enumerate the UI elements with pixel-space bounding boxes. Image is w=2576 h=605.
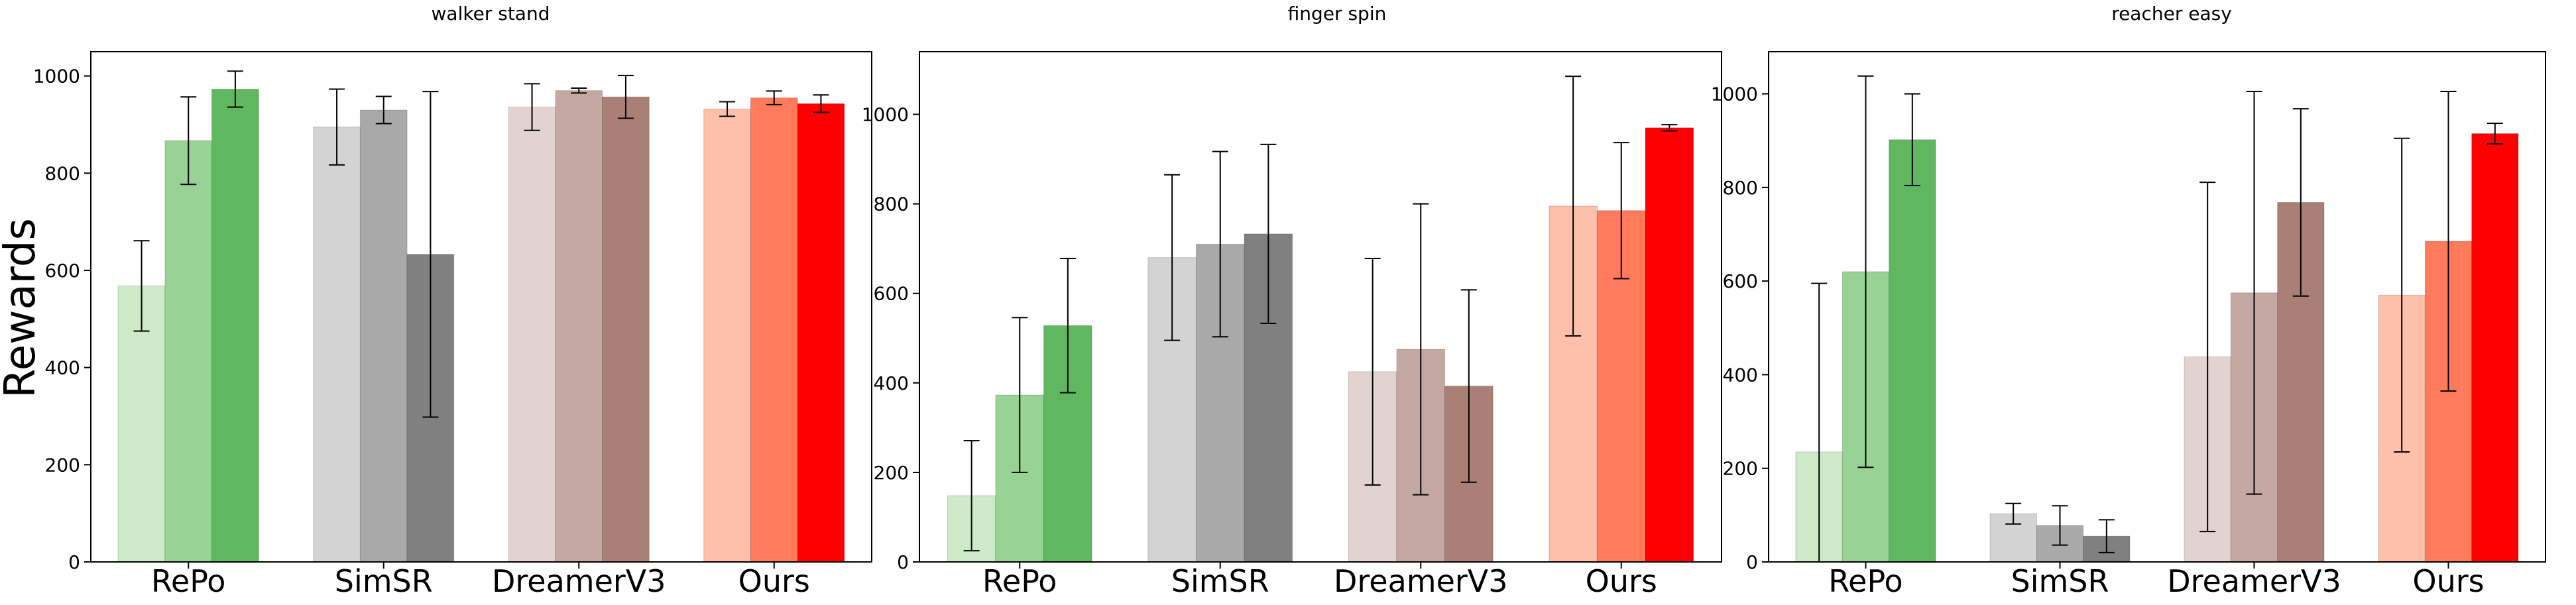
y-tick-label: 200	[1723, 458, 1758, 480]
x-tick-label: DreamerV3	[1334, 563, 1508, 599]
plot-area: 0 200 400 600 800 1000 RePo SimSR DreamerV3 Ours	[862, 51, 1722, 599]
subplot-title: finger spin	[1288, 3, 1387, 25]
subplot-title: reacher easy	[2111, 3, 2232, 25]
axes-frame	[90, 51, 872, 563]
subplot-title: walker stand	[432, 3, 550, 25]
bar	[797, 103, 845, 563]
axes-frame	[1768, 51, 2546, 563]
bar	[508, 107, 556, 563]
plot-area: 0 200 400 600 800 1000 RePo SimSR DreamerV3 Ours	[1711, 51, 2546, 599]
y-tick-label: 1000	[33, 66, 80, 87]
y-tick-label: 1000	[1711, 83, 1758, 105]
y-tick-label: 200	[45, 454, 80, 476]
bar	[703, 109, 751, 563]
y-tick-label: 400	[874, 372, 909, 394]
y-tick-label: 600	[1723, 270, 1758, 292]
x-tick-label: SimSR	[1171, 563, 1269, 599]
y-axis-label: Rewards	[0, 218, 45, 398]
y-tick-label: 400	[1723, 364, 1758, 386]
bar	[602, 96, 650, 563]
bar	[211, 88, 259, 563]
y-tick-label: 400	[45, 357, 80, 379]
bar	[1889, 139, 1936, 563]
x-tick-label: Ours	[738, 563, 810, 599]
bar	[1645, 127, 1694, 563]
bar	[164, 140, 213, 563]
x-tick-label: Ours	[1586, 563, 1657, 599]
x-tick-label: DreamerV3	[2167, 563, 2341, 599]
bar	[2471, 133, 2519, 563]
y-tick-label: 800	[45, 162, 80, 184]
axes-frame	[919, 51, 1722, 563]
subplot-walker-stand: walker stand 0 200 400 600 800 1000 RePo SimSR D…	[33, 3, 872, 599]
bar	[313, 127, 361, 563]
x-tick-label: RePo	[151, 563, 225, 599]
x-tick-label: Ours	[2412, 563, 2484, 599]
bar	[555, 90, 603, 563]
x-tick-label: SimSR	[2011, 563, 2109, 599]
y-tick-label: 800	[874, 193, 909, 215]
y-tick-label: 0	[1746, 551, 1758, 573]
y-tick-label: 600	[874, 283, 909, 305]
y-tick-label: 600	[45, 260, 80, 282]
bar	[750, 97, 798, 563]
x-tick-label: RePo	[982, 563, 1057, 599]
subplot-reacher-easy: reacher easy 0 200 400 600 800 1000 RePo SimSR D…	[1711, 3, 2546, 599]
y-tick-label: 0	[897, 551, 909, 573]
x-tick-label: DreamerV3	[492, 563, 666, 599]
plot-area: 0 200 400 600 800 1000 RePo SimSR DreamerV3 Ours	[33, 51, 872, 599]
x-tick-label: SimSR	[335, 563, 433, 599]
y-tick-label: 0	[68, 551, 80, 573]
y-tick-label: 1000	[862, 104, 909, 126]
y-tick-label: 200	[874, 462, 909, 484]
y-tick-label: 800	[1723, 177, 1758, 199]
bar	[359, 109, 408, 563]
x-tick-label: RePo	[1828, 563, 1903, 599]
subplot-finger-spin: finger spin 0 200 400 600 800 1000 RePo SimSR Dr…	[862, 3, 1722, 599]
